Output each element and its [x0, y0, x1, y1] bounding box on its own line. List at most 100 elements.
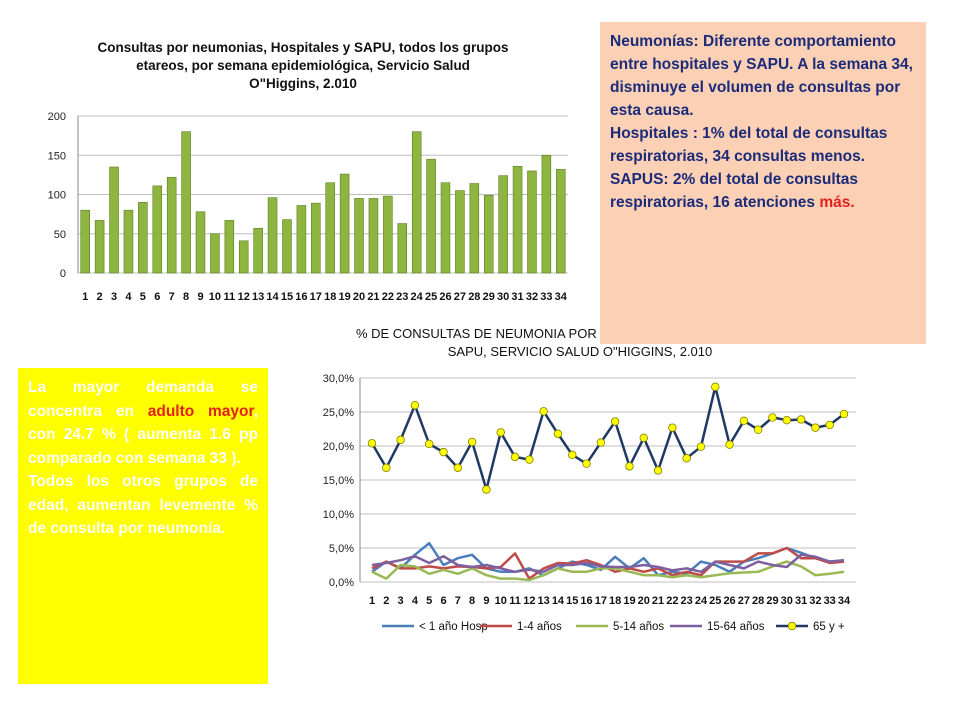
x-tick-label: 21	[367, 291, 379, 303]
x-tick-label: 31	[511, 291, 523, 303]
series-point	[753, 425, 763, 434]
x-tick-label: 24	[411, 291, 424, 303]
series-point	[739, 416, 749, 426]
age-group-percent-line-chart: % DE CONSULTAS DE NEUMONIA POR GRUPO ETA…	[298, 320, 870, 640]
series-point	[839, 409, 849, 419]
series-line	[370, 385, 845, 491]
y-tick-label: 200	[48, 111, 66, 123]
series-point	[525, 455, 534, 464]
x-tick-label: 23	[396, 291, 408, 303]
x-tick-label: 8	[469, 595, 475, 607]
y-tick-label: 100	[48, 190, 66, 202]
comment-rest: , con 24.7 % ( aumenta 1.6 pp comparado …	[28, 402, 259, 467]
legend-label: 15-64 años	[707, 621, 765, 633]
x-tick-label: 10	[495, 595, 507, 607]
series-point	[811, 423, 820, 432]
x-tick-label: 6	[440, 595, 446, 607]
legend-label: 65 y +	[813, 621, 845, 633]
x-tick-label: 16	[295, 291, 307, 303]
chart-title: O"Higgins, 2.010	[249, 76, 357, 91]
x-tick-label: 28	[468, 291, 480, 303]
series-point	[482, 485, 491, 494]
x-tick-label: 31	[795, 595, 807, 607]
series-point	[439, 447, 448, 457]
x-tick-label: 29	[483, 291, 495, 303]
x-tick-label: 33	[540, 291, 552, 303]
x-tick-label: 26	[439, 291, 451, 303]
x-tick-label: 17	[310, 291, 322, 303]
series-point	[553, 429, 563, 438]
x-tick-label: 20	[353, 291, 365, 303]
legend-marker	[787, 621, 797, 631]
series-point	[425, 439, 434, 449]
y-tick-label: 0,0%	[329, 577, 354, 589]
bar	[253, 227, 263, 274]
bar	[109, 166, 119, 274]
x-tick-label: 7	[455, 595, 461, 607]
series-point	[582, 459, 591, 468]
bar	[138, 202, 148, 274]
legend-label: < 1 año Hosp	[419, 621, 488, 633]
x-tick-label: 11	[509, 595, 521, 607]
y-tick-label: 25,0%	[323, 407, 354, 419]
y-tick-label: 10,0%	[323, 509, 354, 521]
bar	[354, 198, 364, 274]
bar	[368, 198, 379, 274]
x-tick-label: 2	[97, 291, 103, 303]
y-tick-label: 50	[54, 229, 66, 241]
chart-title: etareos, por semana epidemiológica, Serv…	[136, 58, 470, 73]
comment-highlight: adulto mayor	[147, 402, 254, 420]
series-point	[568, 450, 577, 460]
bar	[181, 131, 191, 274]
x-tick-label: 34	[555, 291, 568, 303]
series-point	[668, 423, 677, 432]
series-point	[396, 435, 405, 445]
series-point	[825, 420, 834, 430]
x-tick-label: 30	[497, 291, 509, 303]
series-point	[696, 442, 706, 451]
x-tick-label: 19	[338, 291, 350, 303]
x-tick-label: 14	[552, 595, 565, 607]
x-tick-label: 9	[197, 291, 203, 303]
x-tick-label: 24	[695, 595, 708, 607]
bar	[440, 182, 451, 274]
note-line: Neumonías: Diferente comportamiento entr…	[610, 33, 913, 119]
chart-title: SAPU, SERVICIO SALUD O"HIGGINS, 2.010	[448, 344, 712, 359]
note-line-sapus: SAPUS: 2% del total de consultas respira…	[610, 168, 916, 214]
bar	[498, 175, 508, 274]
series-point	[782, 415, 791, 425]
series-point	[610, 417, 620, 426]
series-point	[596, 438, 606, 447]
bar	[195, 211, 206, 274]
series-point	[382, 463, 391, 472]
bar	[527, 170, 537, 274]
bar	[483, 194, 494, 274]
x-tick-label: 1	[369, 595, 375, 607]
bar	[556, 169, 566, 274]
series-point	[453, 463, 463, 472]
series-point	[639, 433, 648, 443]
x-tick-label: 14	[266, 291, 279, 303]
bar	[267, 197, 278, 274]
line-chart-svg: % DE CONSULTAS DE NEUMONIA POR GRUPO ETA…	[323, 326, 856, 633]
bar	[282, 219, 292, 274]
bar	[512, 165, 523, 274]
x-tick-label: 32	[809, 595, 821, 607]
weekly-pneumonia-bar-chart: Consultas por neumonias, Hospitales y SA…	[28, 28, 584, 310]
note-line: Hospitales : 1% del total de consultas r…	[610, 125, 888, 165]
bar	[166, 176, 177, 274]
bar	[455, 190, 465, 274]
x-tick-label: 2	[383, 595, 389, 607]
x-tick-label: 1	[82, 291, 88, 303]
x-tick-label: 16	[580, 595, 592, 607]
x-tick-label: 18	[324, 291, 336, 303]
series-point	[367, 439, 377, 448]
comment-second: Todos los otros grupos de edad, aumentan…	[28, 473, 258, 537]
x-tick-label: 33	[824, 595, 836, 607]
series-point	[725, 440, 734, 449]
series-point	[796, 415, 806, 424]
series-point	[467, 437, 477, 447]
y-tick-label: 0	[60, 268, 66, 280]
series-point	[653, 466, 663, 475]
series-line	[371, 560, 845, 582]
